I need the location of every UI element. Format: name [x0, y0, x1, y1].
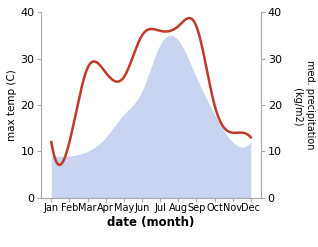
- Y-axis label: max temp (C): max temp (C): [8, 69, 17, 141]
- Y-axis label: med. precipitation
 (kg/m2): med. precipitation (kg/m2): [293, 60, 315, 150]
- X-axis label: date (month): date (month): [107, 216, 195, 229]
